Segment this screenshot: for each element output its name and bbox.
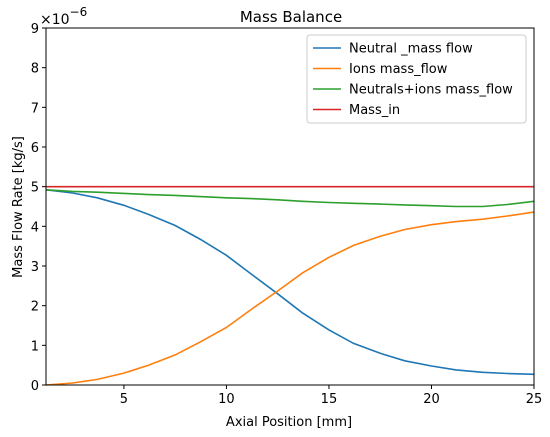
legend-entry: Mass_in xyxy=(349,103,400,118)
y-tick-label: 0 xyxy=(31,379,39,394)
y-offset-label: ×10−6 xyxy=(40,5,87,28)
chart-title: Mass Balance xyxy=(240,8,342,26)
legend-entry: Neutrals+ions mass_flow xyxy=(349,83,513,98)
y-tick-label: 1 xyxy=(31,339,39,354)
plot-area: 5 10 15 20 25 0 1 2 3 4 5 6 7 8 9 xyxy=(31,22,543,407)
x-tick-label: 25 xyxy=(526,392,543,407)
series-line-2 xyxy=(45,189,535,208)
y-tick-label: 2 xyxy=(31,300,39,315)
legend-entry: Neutral _mass flow xyxy=(349,42,473,57)
y-tick-label: 6 xyxy=(31,141,39,156)
y-tick-label: 7 xyxy=(31,101,39,116)
x-tick-label: 15 xyxy=(321,392,338,407)
series-line-1 xyxy=(45,211,535,386)
x-tick-label: 5 xyxy=(120,392,128,407)
y-tick-label: 9 xyxy=(31,22,39,37)
x-tick-label: 10 xyxy=(218,392,235,407)
y-tick-label: 5 xyxy=(31,181,39,196)
x-axis-label: Axial Position [mm] xyxy=(226,415,352,430)
series-line-0 xyxy=(45,189,535,376)
y-axis-label: Mass Flow Rate [kg/s] xyxy=(11,136,26,278)
x-tick-label: 20 xyxy=(423,392,440,407)
y-tick-label: 3 xyxy=(31,260,39,275)
legend: Neutral _mass flow Ions mass_flow Neutrals… xyxy=(306,34,527,124)
y-tick-label: 8 xyxy=(31,62,39,77)
y-offset-base: ×10 xyxy=(40,12,70,28)
plot-frame xyxy=(45,27,535,386)
legend-entry: Ions mass_flow xyxy=(349,62,448,77)
legend-box xyxy=(306,34,527,124)
y-offset-exponent: −6 xyxy=(70,5,88,19)
y-tick-label: 4 xyxy=(31,220,39,235)
